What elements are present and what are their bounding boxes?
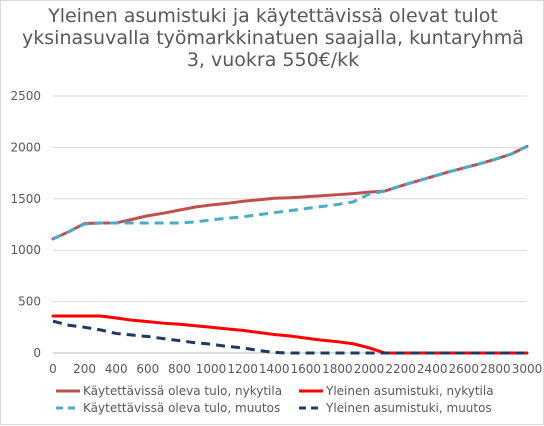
gridlines <box>53 95 527 303</box>
y-tick-label: 500 <box>18 295 41 309</box>
x-tick-label: 1200 <box>227 362 258 376</box>
y-tick-label: 1000 <box>10 243 41 257</box>
x-tick-label: 400 <box>105 362 128 376</box>
x-tick-label: 2400 <box>417 362 448 376</box>
y-tick-label: 2000 <box>10 140 41 154</box>
x-tick-label: 2800 <box>480 362 511 376</box>
x-tick-label: 2000 <box>354 362 385 376</box>
x-tick-label: 800 <box>168 362 191 376</box>
x-tick-label: 200 <box>73 362 96 376</box>
y-tick-label: 0 <box>33 346 41 360</box>
legend-label-3: Käytettävissä oleva tulo, muutos <box>83 401 280 415</box>
x-tick-label: 1800 <box>322 362 353 376</box>
series-line-1 <box>51 144 529 241</box>
legend-label-1: Käytettävissä oleva tulo, nykytila <box>83 384 282 398</box>
chart-title: Yleinen asumistuki ja käytettävissä olev… <box>1 5 544 71</box>
x-tick-label: 0 <box>49 362 57 376</box>
legend-label-2: Yleinen asumistuki, nykytila <box>325 384 494 398</box>
legend-label-4: Yleinen asumistuki, muutos <box>325 401 492 415</box>
x-tick-label: 1600 <box>291 362 322 376</box>
chart-title-line-1: Yleinen asumistuki ja käytettävissä olev… <box>48 5 498 27</box>
series-line-4 <box>52 319 527 355</box>
x-tick-label: 1400 <box>259 362 290 376</box>
chart-title-line-3: 3, vuokra 550€/kk <box>186 49 360 71</box>
x-tick-label: 600 <box>136 362 159 376</box>
chart-title-line-2: yksinasuvalla työmarkkinatuen saajalla, … <box>22 27 524 49</box>
series-line-2 <box>51 314 529 355</box>
x-tick-label: 2200 <box>385 362 416 376</box>
y-tick-label: 1500 <box>10 192 41 206</box>
x-tick-label: 2600 <box>449 362 480 376</box>
series-lines <box>51 144 529 355</box>
series-line-3 <box>52 145 528 241</box>
x-tick-label: 1000 <box>196 362 227 376</box>
y-tick-label: 2500 <box>10 89 41 103</box>
x-tick-label: 3000 <box>512 362 543 376</box>
legend: Käytettävissä oleva tulo, nykytila Yleine… <box>56 384 494 415</box>
